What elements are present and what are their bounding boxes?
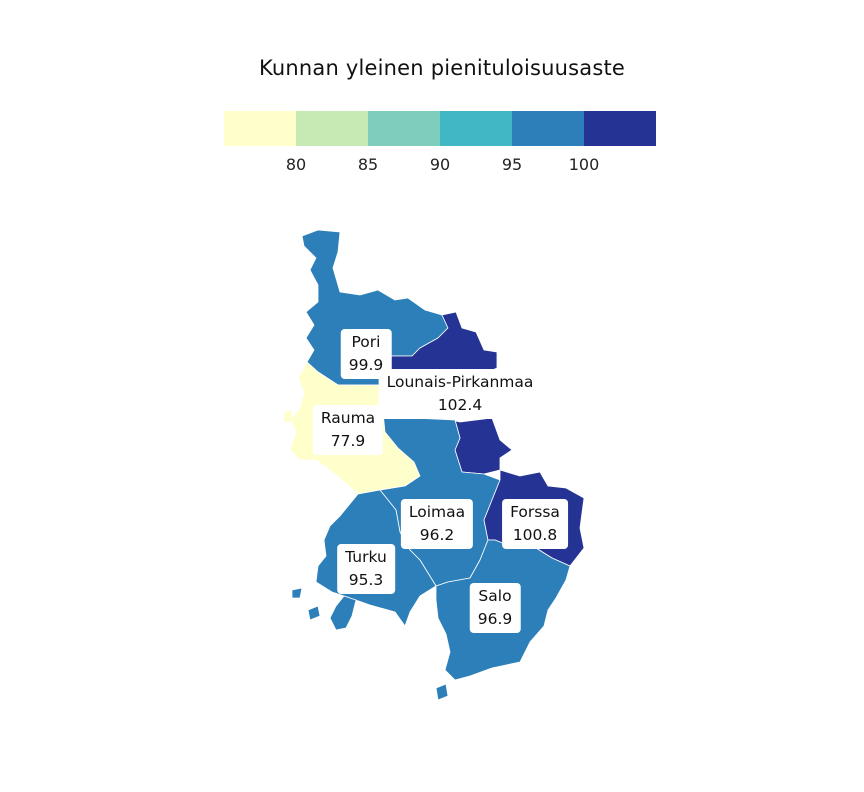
legend-tick-85: 85 (357, 155, 379, 174)
label-name: Lounais-Pirkanmaa (386, 373, 534, 391)
label-rauma: Rauma 77.9 (312, 405, 384, 455)
label-name: Forssa (510, 503, 560, 521)
map-title: Kunnan yleinen pienituloisuusaste (258, 56, 626, 80)
region-rauma-island (283, 409, 293, 423)
label-name: Turku (345, 548, 387, 566)
legend-swatch (440, 111, 512, 146)
label-lounais-pirkanmaa: Lounais-Pirkanmaa 102.4 (378, 369, 542, 419)
legend-swatch (296, 111, 368, 146)
region-turku-island (291, 587, 303, 599)
label-value: 77.9 (330, 432, 366, 450)
label-salo: Salo 96.9 (469, 583, 521, 633)
label-name: Loimaa (408, 503, 466, 521)
legend-tick-80: 80 (285, 155, 307, 174)
label-name: Rauma (320, 409, 376, 427)
label-turku: Turku 95.3 (337, 544, 395, 594)
legend-tick-95: 95 (501, 155, 523, 174)
label-value: 96.2 (419, 526, 455, 544)
label-value: 100.8 (512, 526, 558, 544)
legend-tick-100: 100 (568, 155, 600, 174)
region-turku-island (329, 595, 357, 631)
label-forssa: Forssa 100.8 (502, 499, 568, 549)
label-name: Salo (478, 587, 512, 605)
region-turku-island (307, 605, 321, 621)
label-value: 99.9 (348, 356, 384, 374)
legend-swatch (224, 111, 296, 146)
label-value: 95.3 (348, 571, 384, 589)
label-loimaa: Loimaa 96.2 (400, 499, 474, 549)
label-name: Pori (351, 333, 381, 351)
label-value: 96.9 (477, 610, 513, 628)
region-salo-island (435, 683, 449, 701)
legend-tick-90: 90 (429, 155, 451, 174)
legend-swatch (512, 111, 584, 146)
color-legend (224, 111, 656, 146)
legend-swatch (368, 111, 440, 146)
legend-swatch (584, 111, 656, 146)
label-value: 102.4 (437, 396, 483, 414)
